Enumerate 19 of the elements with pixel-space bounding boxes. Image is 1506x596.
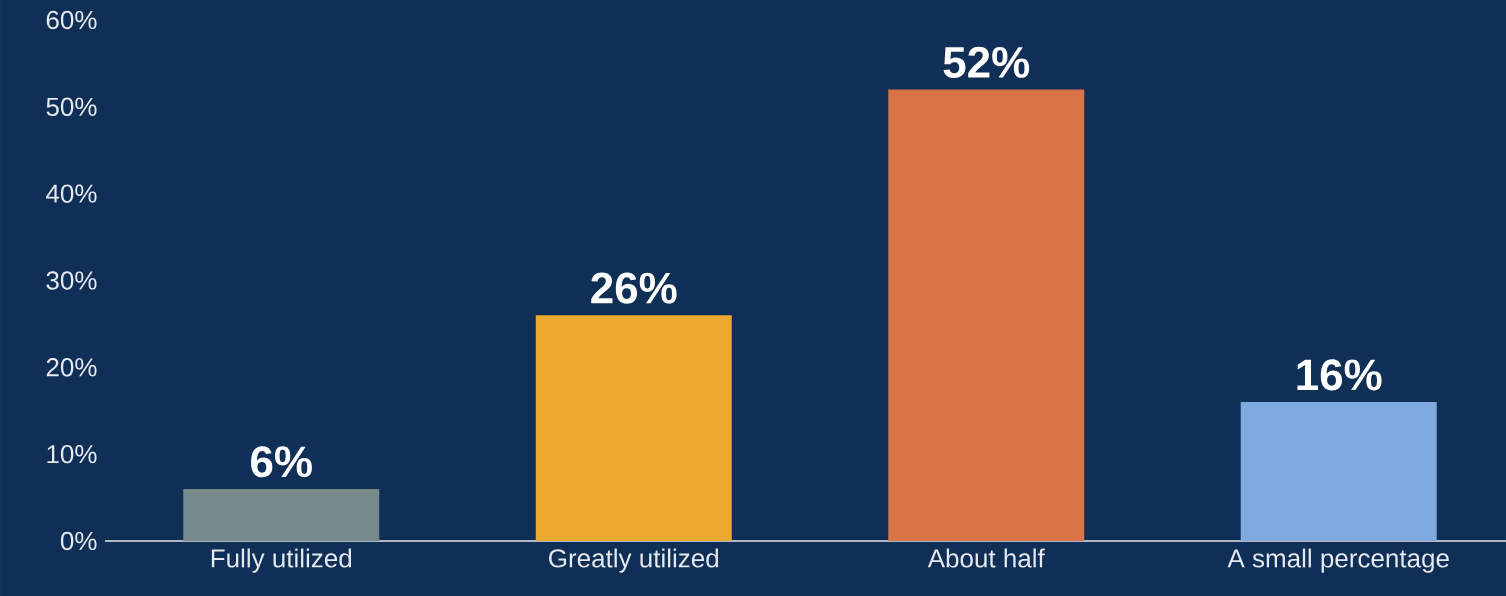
data-label: 6% [251,446,312,478]
y-tick-label: 50% [46,97,97,117]
y-tick-label: 30% [46,271,97,290]
x-tick-label: Fully utilized [211,548,352,573]
y-tick-label: 60% [46,10,97,30]
y-tick-label: 0% [60,531,97,551]
data-label: 26% [591,272,677,304]
data-label: 16% [1297,359,1382,391]
y-tick-label: 40% [46,184,97,203]
bar [183,488,380,541]
bar [535,315,732,541]
bar [1240,402,1437,541]
x-tick-label: About half [927,548,1045,568]
y-tick-label: 20% [46,358,97,377]
y-tick-label: 10% [47,444,97,464]
bar [888,89,1085,541]
data-label: 52% [943,46,1030,78]
x-tick-label: A small percentage [1227,548,1449,573]
x-tick-label: Greatly utilized [549,548,719,573]
